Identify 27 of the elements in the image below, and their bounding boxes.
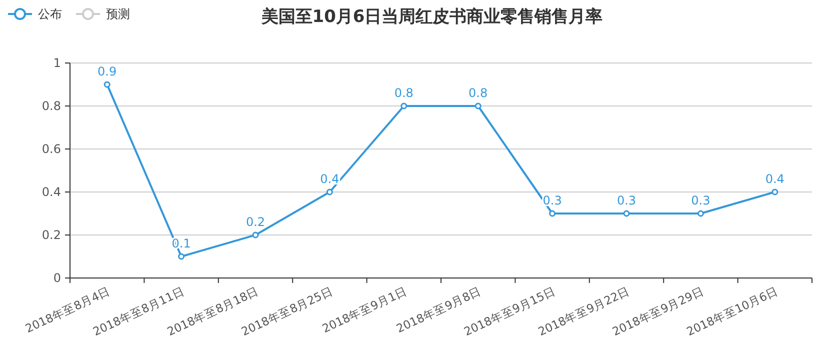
y-tick-label: 0.4 — [42, 185, 61, 199]
y-tick-label: 0.8 — [42, 99, 61, 113]
point — [697, 210, 704, 217]
data-label: 0.2 — [246, 215, 266, 229]
data-label: 0.4 — [765, 172, 784, 186]
point — [623, 210, 630, 217]
y-tick-label: 1 — [53, 56, 61, 70]
point — [474, 102, 482, 110]
y-tick-label: 0.2 — [42, 228, 61, 242]
legend-label: 预测 — [106, 7, 130, 21]
y-tick-label: 0.6 — [42, 142, 61, 156]
data-label: 0.9 — [98, 64, 117, 78]
point — [178, 253, 185, 260]
point — [326, 188, 333, 196]
point — [252, 232, 259, 238]
data-label: 0.8 — [468, 86, 488, 100]
point — [549, 210, 556, 217]
chart-title: 美国至10月6日当周红皮书商业零售销售月率 — [260, 7, 603, 27]
data-label: 0.3 — [691, 194, 710, 208]
data-label: 0.3 — [616, 194, 636, 208]
legend-label: 公布 — [38, 7, 62, 21]
data-label: 0.8 — [394, 86, 414, 100]
point — [104, 81, 110, 88]
data-label: 0.4 — [320, 172, 340, 186]
y-tick-label: 0 — [53, 271, 61, 285]
point — [400, 102, 408, 110]
point — [772, 188, 778, 196]
